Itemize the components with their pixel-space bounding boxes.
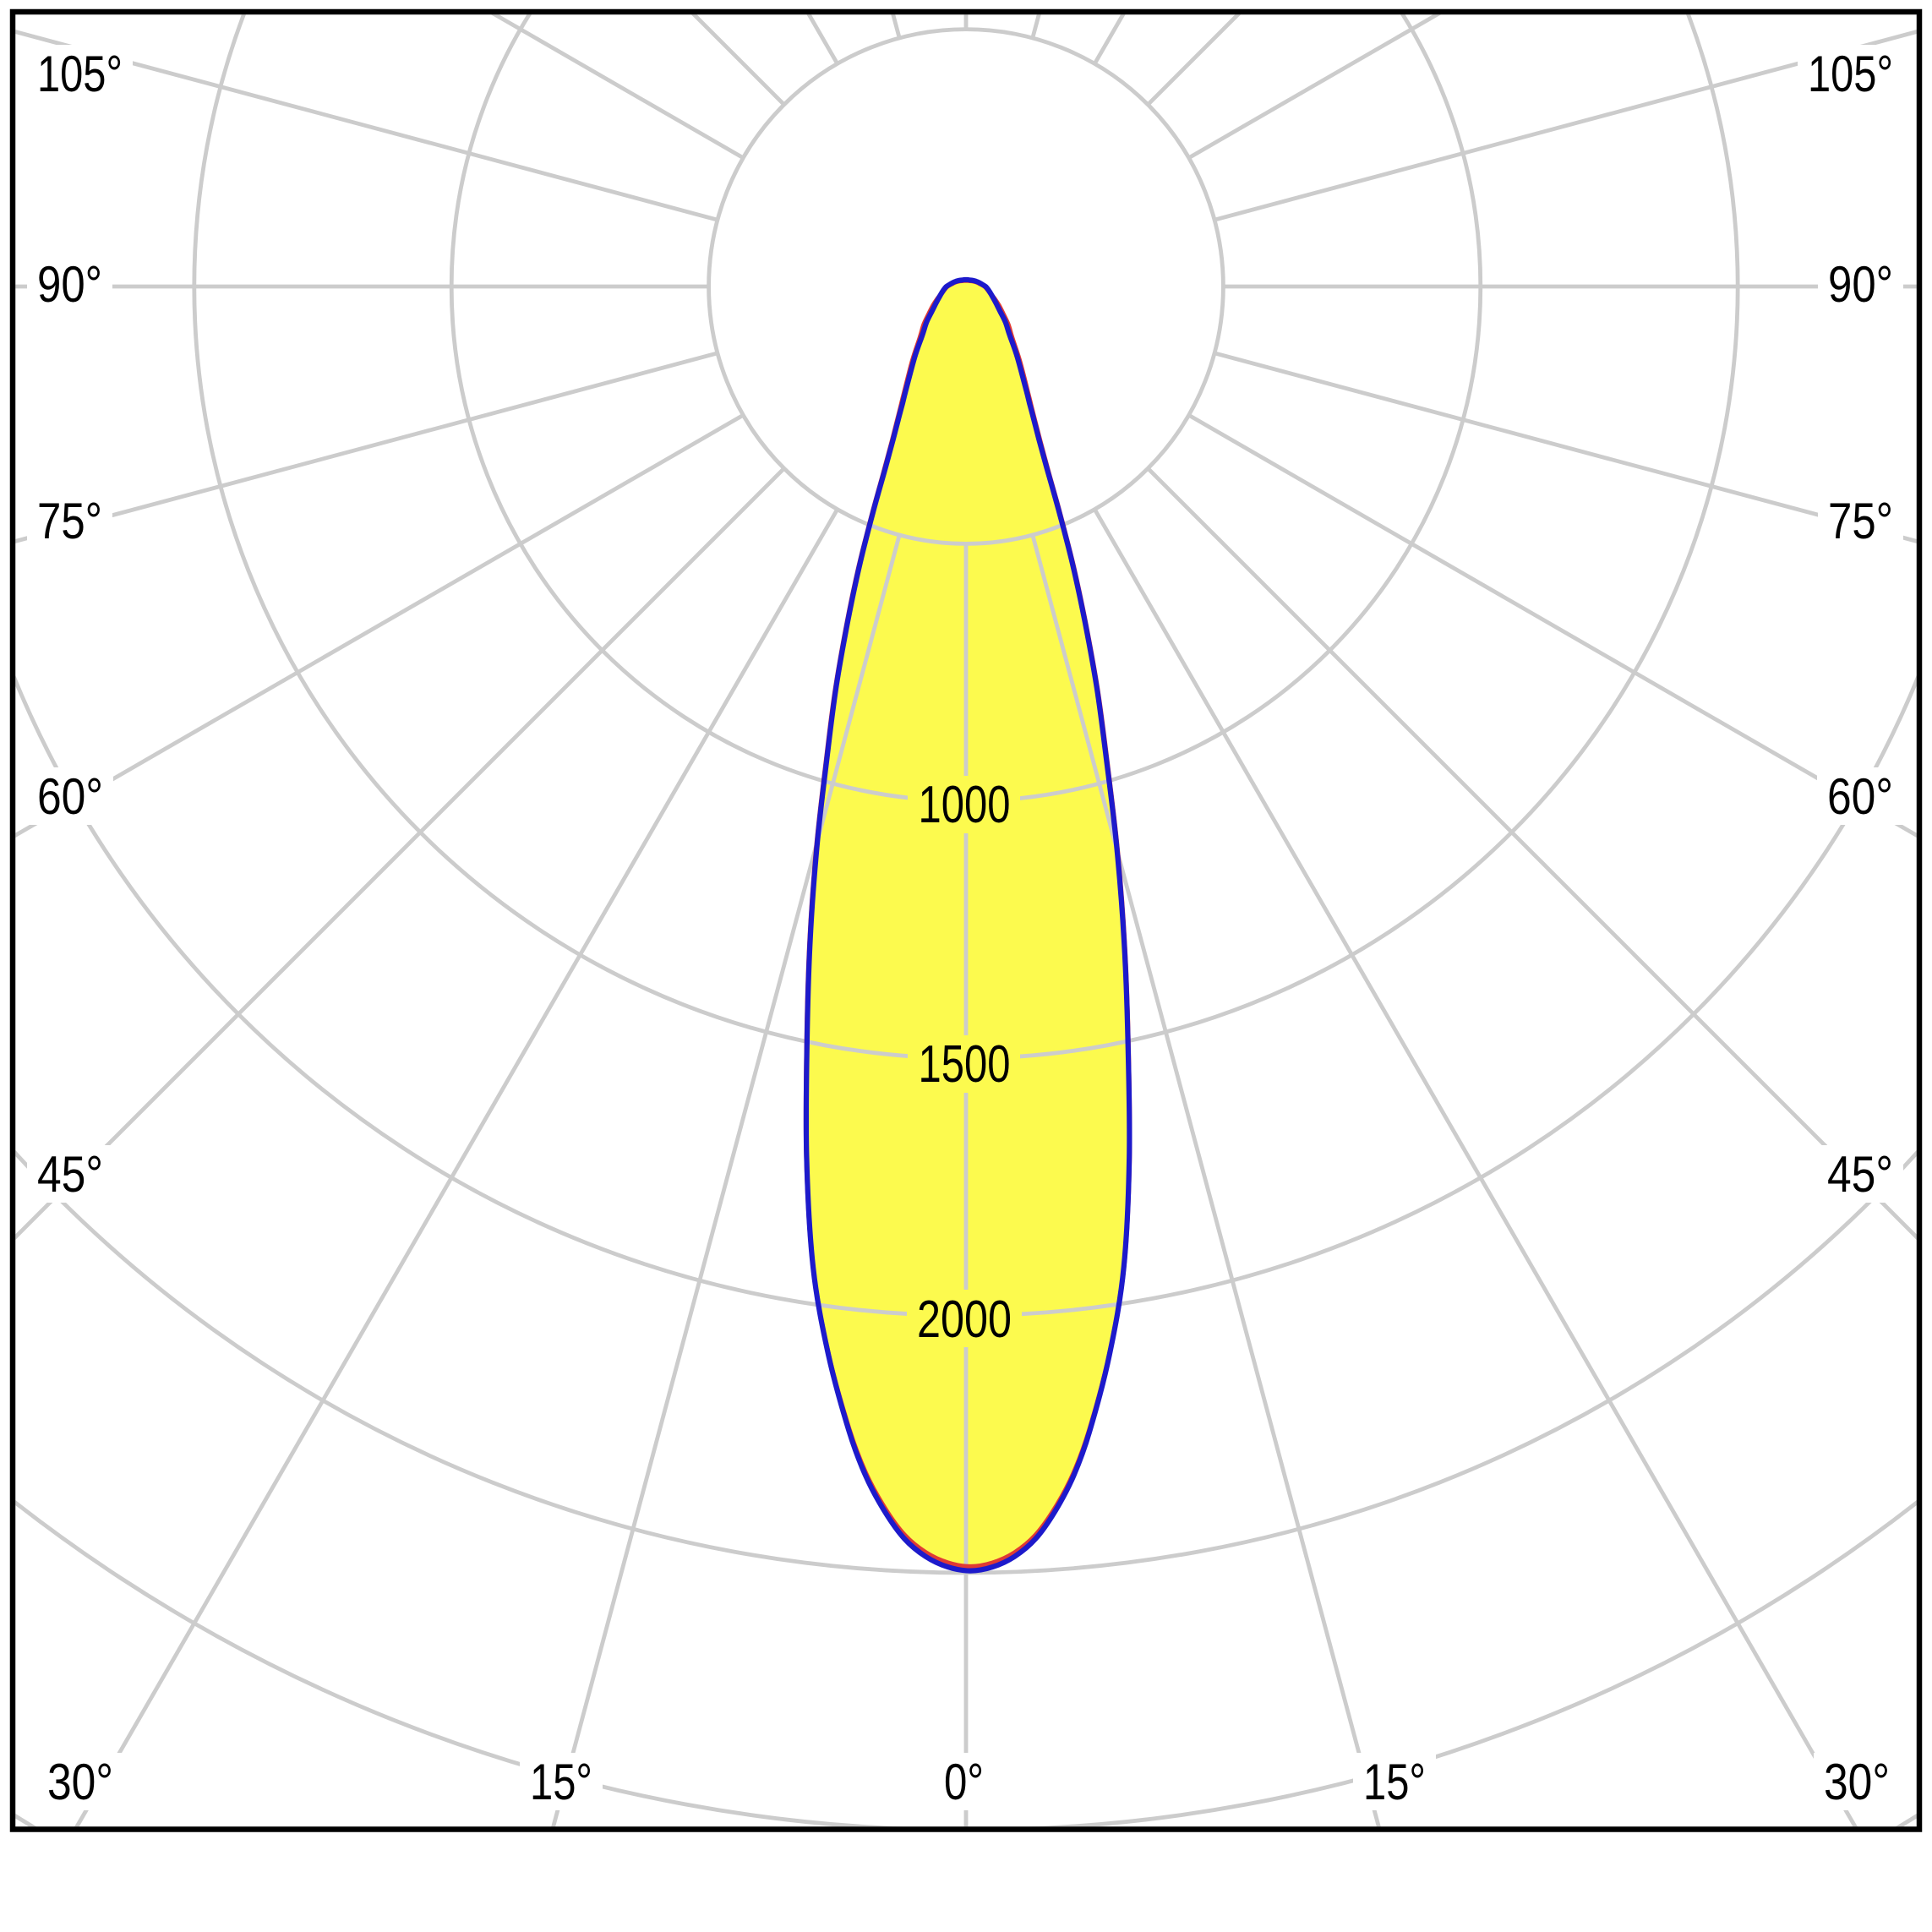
svg-text:75°: 75° <box>1828 493 1893 549</box>
svg-text:0°: 0° <box>944 1754 984 1810</box>
svg-text:75°: 75° <box>37 493 102 549</box>
svg-text:60°: 60° <box>1827 768 1893 825</box>
svg-text:2000: 2000 <box>917 1291 1012 1349</box>
svg-text:1000: 1000 <box>919 776 1011 834</box>
svg-text:60°: 60° <box>37 768 103 825</box>
svg-text:15°: 15° <box>530 1754 592 1810</box>
svg-text:105°: 105° <box>1808 46 1893 102</box>
svg-text:30°: 30° <box>1824 1754 1890 1810</box>
svg-text:1500: 1500 <box>919 1035 1011 1094</box>
svg-text:90°: 90° <box>37 256 102 313</box>
svg-text:15°: 15° <box>1363 1754 1426 1810</box>
svg-text:45°: 45° <box>1827 1146 1893 1203</box>
svg-text:45°: 45° <box>37 1146 103 1203</box>
svg-text:30°: 30° <box>47 1754 113 1810</box>
svg-text:90°: 90° <box>1828 256 1893 313</box>
svg-text:105°: 105° <box>37 46 123 102</box>
